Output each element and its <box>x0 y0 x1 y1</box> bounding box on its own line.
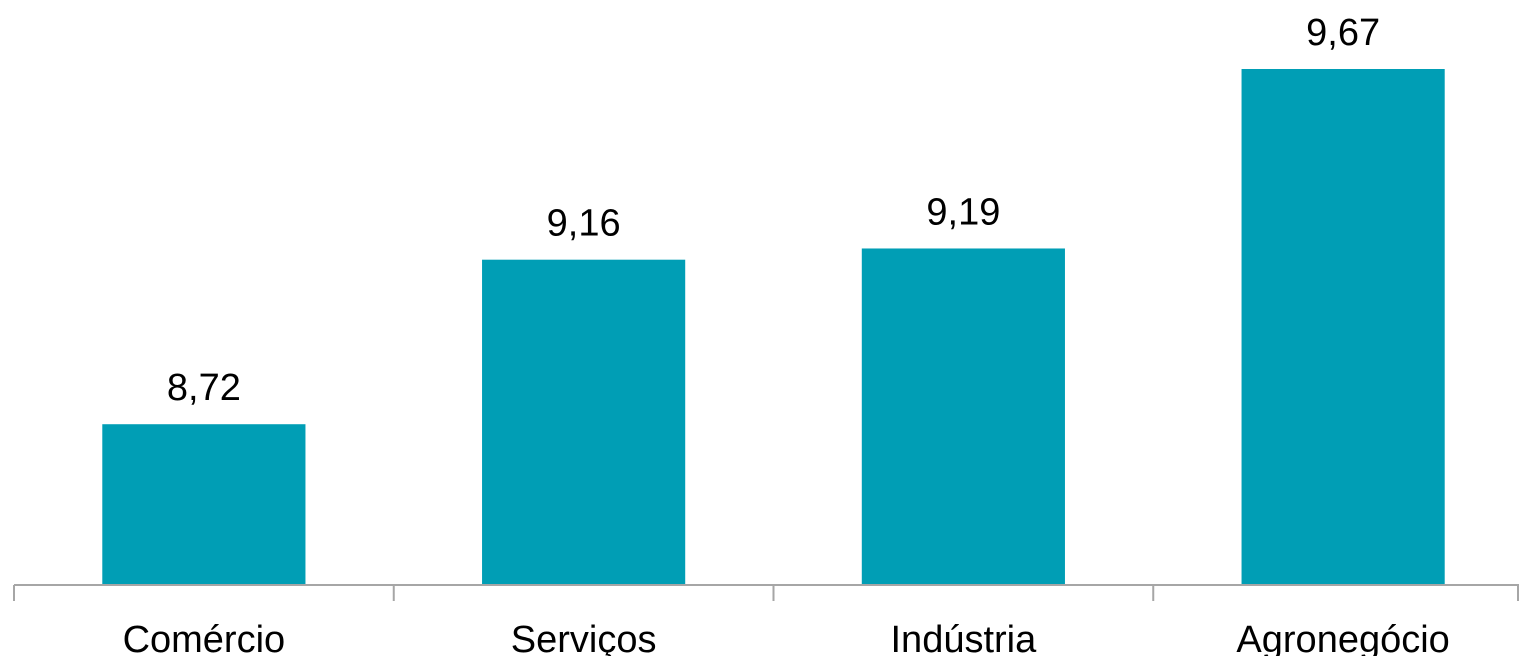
x-tick-label-0: Comércio <box>123 619 286 656</box>
data-label-0: 8,72 <box>167 367 241 409</box>
bar-3 <box>1241 69 1445 585</box>
bars-group <box>102 69 1445 585</box>
bar-2 <box>861 248 1065 585</box>
data-labels-group: 8,72 9,16 9,19 9,67 <box>167 12 1380 409</box>
data-label-1: 9,16 <box>547 203 621 245</box>
x-tick-labels-group: Comércio Serviços Indústria Agronegócio <box>123 619 1450 656</box>
data-label-2: 9,19 <box>926 191 1000 233</box>
bar-0 <box>102 424 306 585</box>
bar-1 <box>482 259 686 585</box>
x-tick-label-1: Serviços <box>511 619 657 656</box>
x-tick-label-3: Agronegócio <box>1236 619 1449 656</box>
x-axis <box>13 584 1519 601</box>
data-label-3: 9,67 <box>1306 12 1380 54</box>
x-tick-label-2: Indústria <box>891 619 1038 656</box>
